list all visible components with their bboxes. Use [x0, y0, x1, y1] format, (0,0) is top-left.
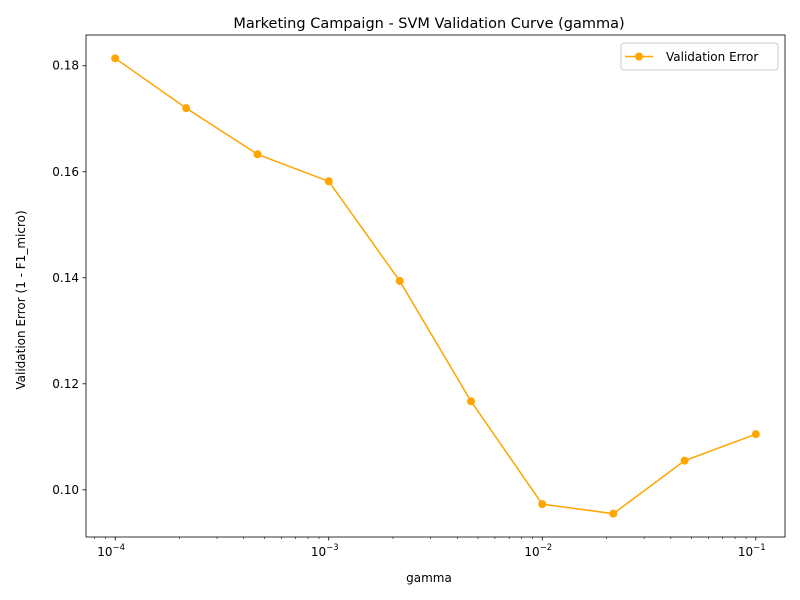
y-tick-label: 0.10 [52, 483, 79, 497]
x-axis-label: gamma [406, 571, 452, 585]
data-point [538, 500, 547, 509]
data-point [253, 150, 262, 159]
y-tick-label: 0.18 [52, 59, 79, 73]
chart-title: Marketing Campaign - SVM Validation Curv… [233, 16, 624, 32]
y-axis-label: Validation Error (1 - F1_micro) [14, 210, 28, 389]
x-tick-label: 10−2 [524, 543, 552, 559]
legend-marker [635, 52, 643, 61]
series-layer [111, 54, 760, 518]
x-tick-label: 10−1 [738, 543, 766, 559]
y-tick-label: 0.12 [52, 377, 79, 391]
data-point [182, 104, 191, 113]
y-tick-label: 0.14 [52, 271, 79, 285]
y-tick-label: 0.16 [52, 165, 79, 179]
data-point [467, 397, 476, 406]
legend-label: Validation Error [666, 50, 758, 64]
data-point [395, 276, 404, 285]
plot-frame [85, 34, 786, 538]
data-point [680, 456, 689, 465]
x-axis: 10−4 10−3 10−2 10−1 [94, 537, 766, 559]
x-tick-label: 10−4 [97, 543, 125, 559]
data-point [111, 54, 120, 63]
data-point [609, 509, 618, 518]
data-point [751, 430, 760, 439]
data-point [324, 177, 333, 186]
series-line [114, 57, 757, 515]
legend: Validation Error [620, 42, 779, 71]
plot-area [85, 34, 786, 538]
legend-box [620, 42, 779, 71]
x-tick-label: 10−3 [311, 543, 339, 559]
y-axis: 0.10 0.12 0.14 0.16 0.18 [52, 59, 86, 497]
